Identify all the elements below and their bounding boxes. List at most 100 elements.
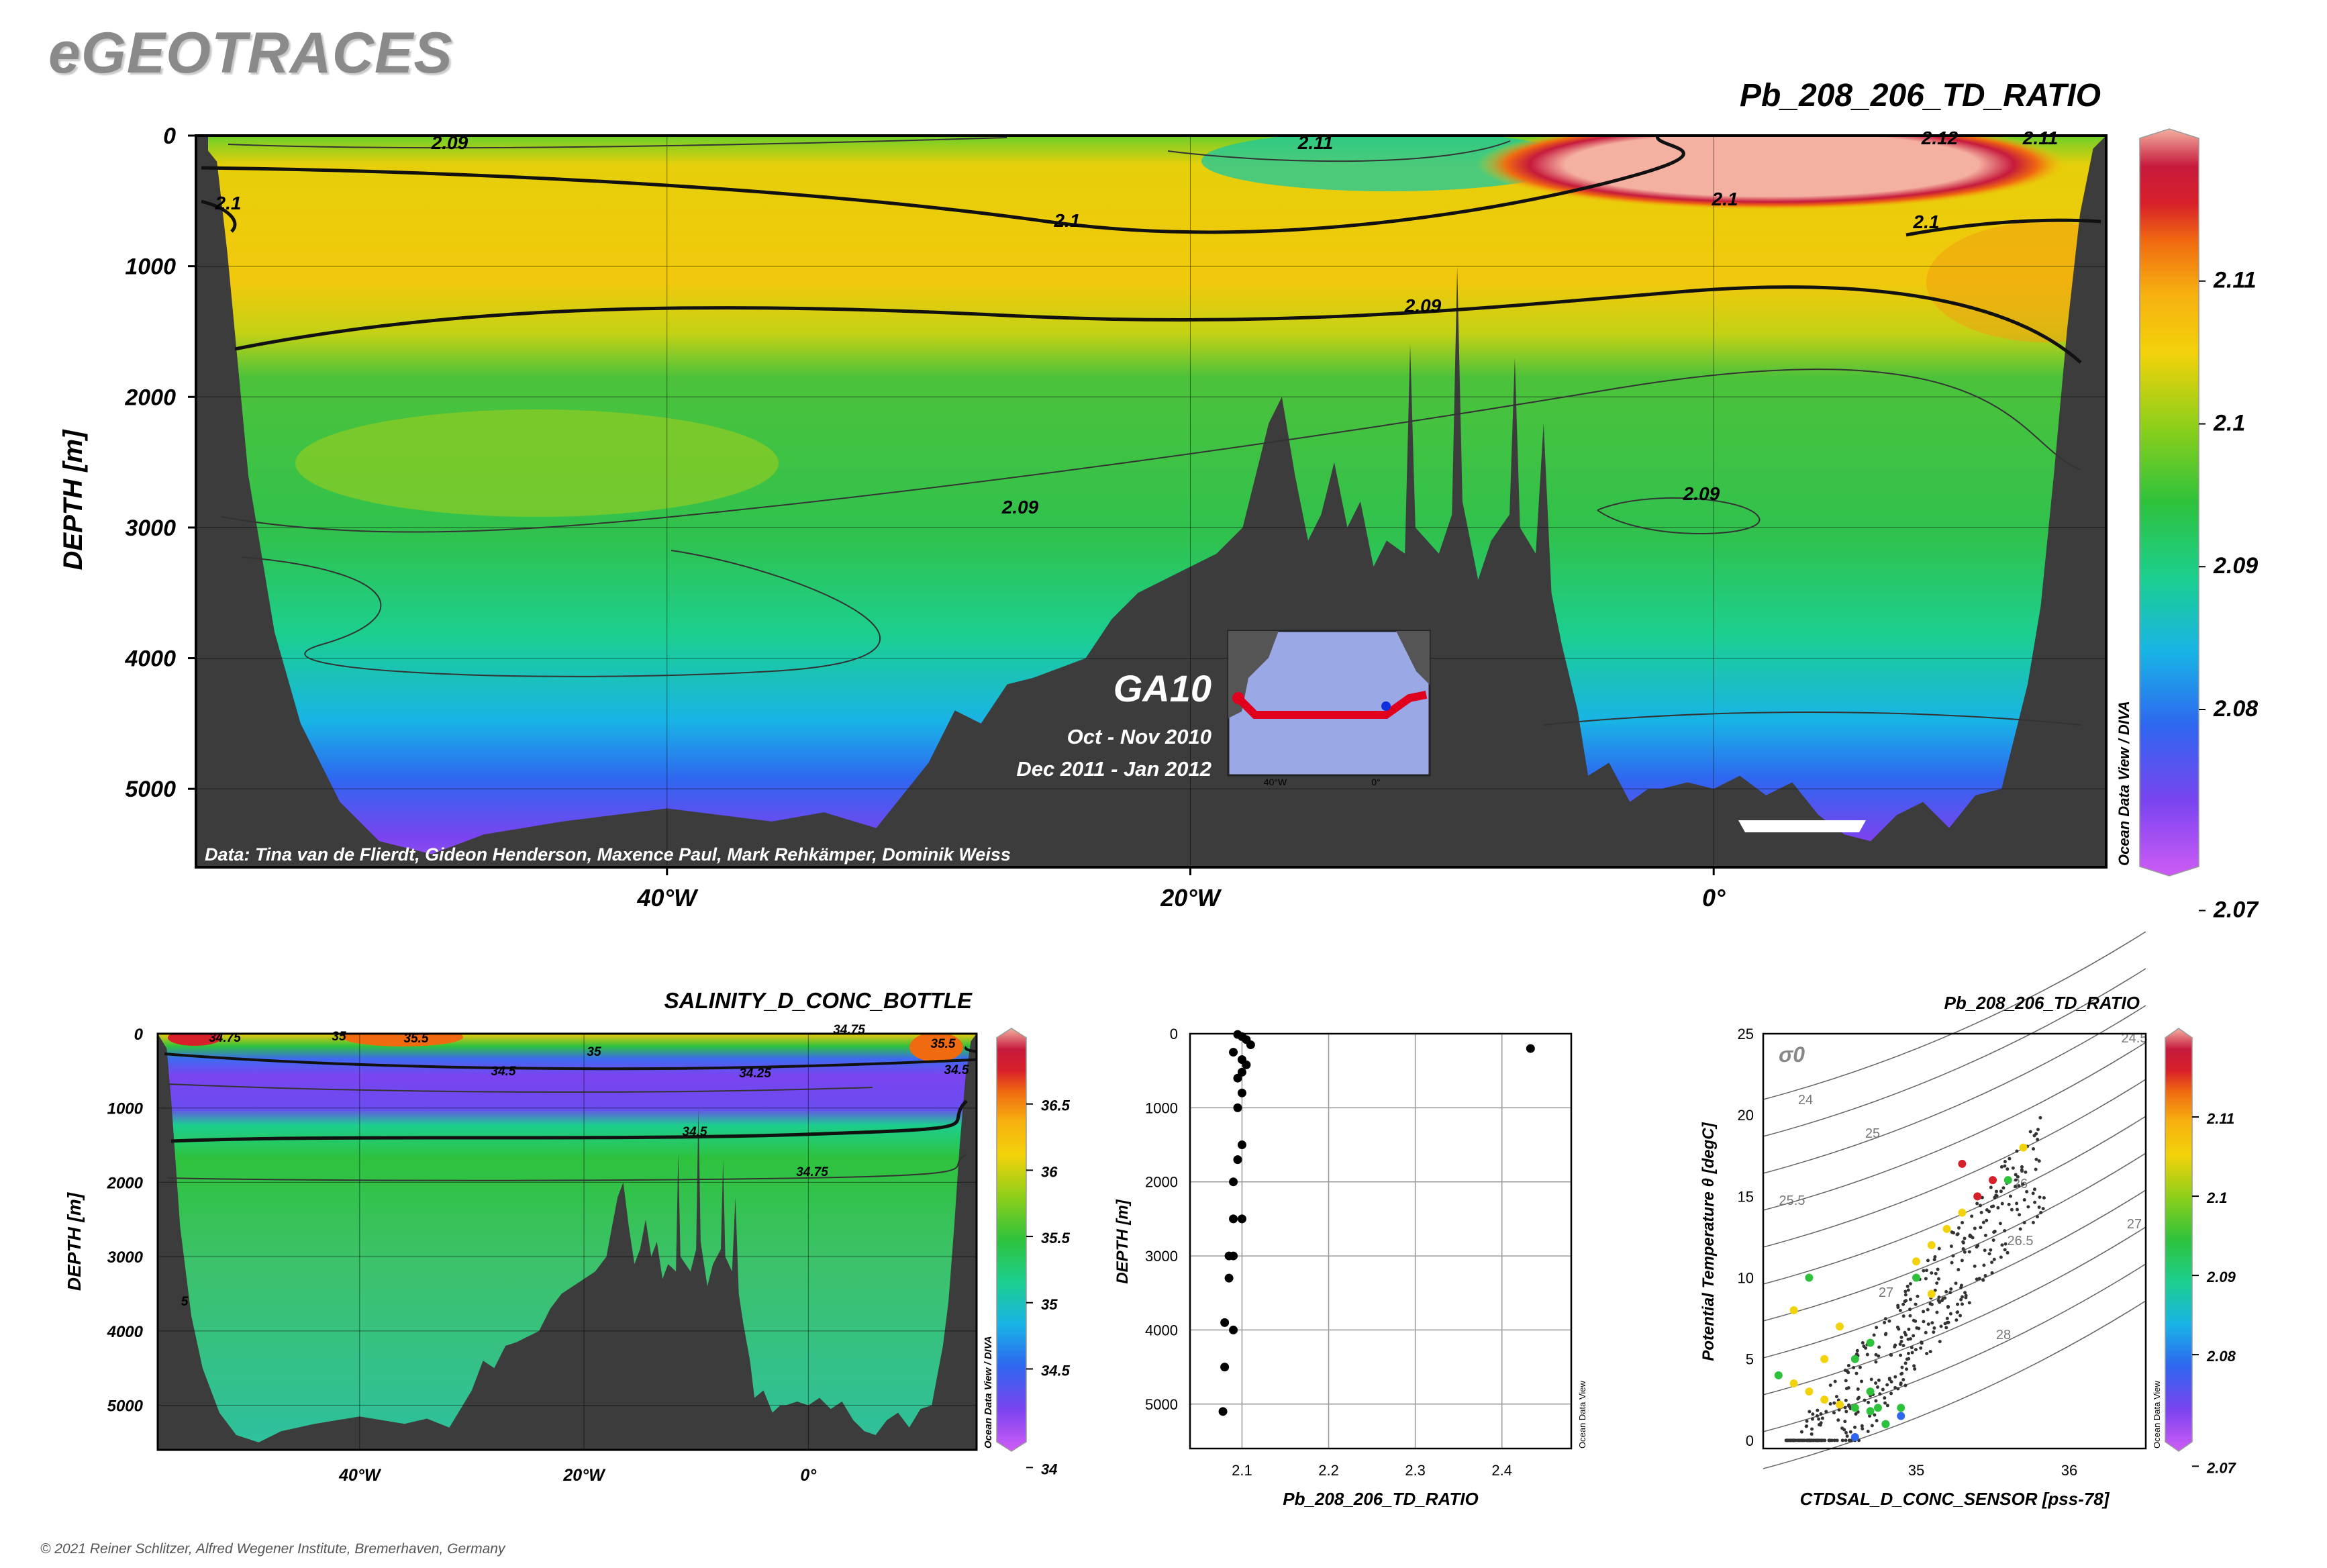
ts-odv-label: Ocean Data View (2152, 1380, 2162, 1449)
colorbar-salinity: 36.5 36 35.5 35 34.5 34 (996, 1028, 1071, 1477)
ts-background-point (1969, 1234, 1973, 1238)
ts-data-point (1820, 1355, 1829, 1363)
ts-background-point (1893, 1375, 1897, 1379)
colorbar-main-tick-label: 2.07 (2213, 897, 2259, 923)
main-nodata-gap (1738, 820, 1866, 832)
ts-background-point (1865, 1353, 1869, 1357)
sal-frame (156, 1032, 978, 1451)
cruise-dates: Dec 2011 - Jan 2012 (1016, 757, 1211, 781)
ts-background-point (2015, 1149, 2019, 1153)
sal-surface-high (342, 1034, 463, 1046)
prof-data-point (1526, 1044, 1535, 1053)
prof-ytick-label: 1000 (1145, 1099, 1178, 1116)
inset-station (1381, 701, 1391, 711)
ts-background-point (1957, 1226, 1961, 1230)
ts-background-point (1934, 1271, 1938, 1275)
ts-background-point (2000, 1202, 2004, 1206)
ts-isopycnal-label: 24 (1798, 1093, 1813, 1108)
ts-background-point (1961, 1247, 1965, 1251)
ts-data-point (1912, 1273, 1920, 1282)
ts-data-point (1836, 1400, 1844, 1409)
ts-background-point (1973, 1264, 1977, 1268)
ts-background-point (1964, 1295, 1968, 1300)
sal-contour-label: 35 (332, 1030, 346, 1044)
ts-background-point (1975, 1202, 1979, 1206)
ts-background-point (1983, 1248, 1987, 1253)
ts-background-point (1878, 1392, 1882, 1396)
footer-copyright: © 2021 Reiner Schlitzer, Alfred Wegener … (40, 1541, 505, 1557)
ts-background-point (1979, 1204, 1983, 1208)
ts-xtick-label: 35 (1908, 1462, 1924, 1479)
ts-background-point (1952, 1231, 1956, 1235)
ts-background-point (2034, 1167, 2038, 1171)
ts-background-point (1896, 1304, 1900, 1308)
ts-background-point (1975, 1277, 1979, 1281)
ts-background-point (1937, 1277, 1941, 1281)
ts-ylabel: Potential Temperature θ [degC] (1699, 1122, 1718, 1361)
ts-background-point (1908, 1282, 1912, 1286)
prof-data-point (1233, 1073, 1242, 1083)
colorbar-salinity-tick-label: 36.5 (1041, 1097, 1071, 1114)
ts-background-point (1998, 1222, 2002, 1226)
prof-xtick-label: 2.3 (1405, 1462, 1426, 1479)
ts-background-point (1961, 1240, 1965, 1244)
ts-background-point (1883, 1396, 1887, 1400)
ts-background-point (1938, 1340, 1942, 1344)
ts-background-point (1928, 1302, 1932, 1306)
ts-background-point (1791, 1438, 1795, 1442)
sal-surface-high-west (168, 1034, 221, 1046)
ts-background-point (1981, 1278, 1985, 1282)
ts-background-point (1933, 1288, 1937, 1292)
ts-background-point (1999, 1165, 2003, 1169)
ts-isopycnal-line (1763, 1300, 2146, 1469)
inset-track-start (1232, 692, 1244, 704)
ts-background-point (2014, 1173, 2018, 1177)
colorbar-ts-tick-label: 2.08 (2206, 1348, 2236, 1365)
ts-background-point (1939, 1324, 1943, 1328)
ts-background-point (1848, 1430, 1852, 1434)
ts-background-point (1954, 1281, 1958, 1285)
ts-background-point (1901, 1302, 1905, 1306)
ts-background-point (1987, 1252, 1991, 1256)
ts-data-point (1989, 1176, 1997, 1185)
ts-background-point (1874, 1353, 1878, 1357)
ts-background-point (1862, 1344, 1866, 1349)
ts-background-point (1846, 1403, 1850, 1407)
ts-background-point (1930, 1321, 1934, 1325)
ts-background-point (1959, 1314, 1963, 1318)
ts-background-point (1866, 1429, 1870, 1433)
ts-background-point (1874, 1399, 1878, 1403)
ts-background-point (1932, 1258, 1936, 1262)
colorbar-salinity-tick-label: 34.5 (1041, 1362, 1071, 1379)
prof-data-point (1242, 1060, 1251, 1069)
ts-background-point (1872, 1333, 1876, 1337)
colorbar-ts-tick-label: 2.09 (2206, 1269, 2236, 1285)
ts-background-point (1887, 1319, 1891, 1323)
prof-data-point (1237, 1140, 1246, 1150)
ts-background-point (1926, 1259, 1930, 1263)
ts-background-point (1899, 1335, 1903, 1339)
brand-logo: eGEOTRACES (48, 21, 453, 85)
ts-background-point (1899, 1381, 1903, 1385)
ts-background-point (1883, 1317, 1887, 1321)
ts-background-point (1949, 1287, 1953, 1291)
ts-background-point (1899, 1372, 1903, 1376)
sal-contour-label: 34.5 (944, 1063, 969, 1077)
ts-background-point (1837, 1408, 1841, 1412)
ts-background-point (2028, 1130, 2032, 1134)
sal-ytick-label: 0 (134, 1026, 144, 1044)
ts-background-point (2032, 1134, 2036, 1138)
ts-background-point (1874, 1360, 1878, 1364)
main-contour (241, 550, 881, 677)
ts-background-point (1828, 1402, 1832, 1406)
ts-data-point (1927, 1241, 1936, 1250)
main-contour-label: 2.1 (1054, 210, 1081, 231)
sal-contour-label: 5 (181, 1295, 189, 1309)
prof-data-point (1224, 1251, 1234, 1261)
main-title: Pb_208_206_TD_RATIO (1740, 78, 2101, 113)
profile-scatter-plot: 2.1 2.2 2.3 2.4 0 1000 2000 3000 4000 5000 Pb_208_… (1113, 1026, 1587, 1509)
ts-background-point (1963, 1291, 1967, 1295)
ts-background-point (2042, 1196, 2046, 1200)
ts-background-point (1833, 1379, 1837, 1383)
ts-background-point (1991, 1204, 1995, 1208)
